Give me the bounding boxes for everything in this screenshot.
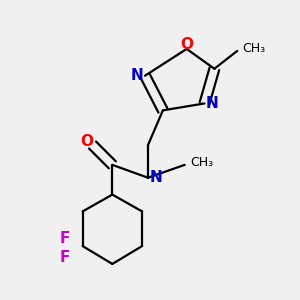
Text: F: F (60, 231, 70, 246)
Text: N: N (150, 170, 162, 185)
Text: CH₃: CH₃ (242, 42, 265, 56)
Text: F: F (60, 250, 70, 266)
Text: O: O (80, 134, 93, 148)
Text: N: N (131, 68, 143, 83)
Text: O: O (180, 38, 193, 52)
Text: CH₃: CH₃ (190, 156, 214, 170)
Text: N: N (206, 96, 219, 111)
